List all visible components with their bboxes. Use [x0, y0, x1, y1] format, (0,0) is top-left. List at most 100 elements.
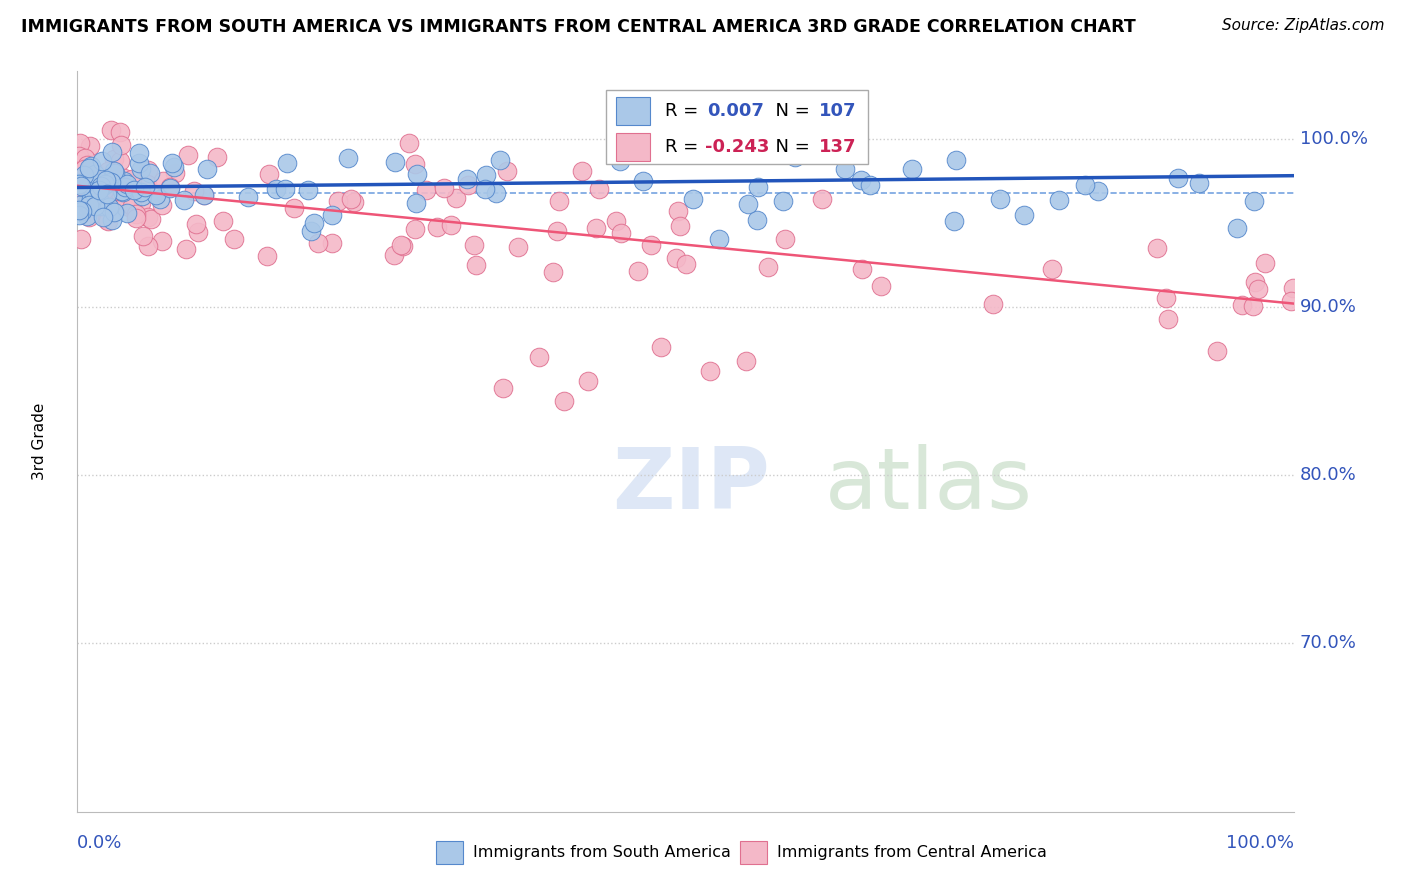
Point	[747, 212, 769, 227]
Point	[398, 136, 420, 150]
Point	[675, 257, 697, 271]
Point	[101, 204, 124, 219]
Point	[1146, 241, 1168, 255]
Point	[121, 199, 143, 213]
Point	[87, 183, 110, 197]
Point	[103, 152, 125, 166]
Point	[124, 186, 146, 201]
Point	[1047, 193, 1070, 207]
Point	[307, 235, 329, 250]
Point	[257, 167, 280, 181]
Point	[148, 192, 170, 206]
Point	[89, 179, 111, 194]
Point	[177, 147, 200, 161]
Text: 70.0%: 70.0%	[1299, 634, 1357, 652]
Text: Immigrants from Central America: Immigrants from Central America	[776, 845, 1046, 860]
Bar	[616, 133, 650, 161]
Point	[571, 164, 593, 178]
Point	[163, 160, 186, 174]
Point	[83, 182, 105, 196]
Point	[707, 232, 730, 246]
Point	[981, 296, 1004, 310]
Point	[72, 186, 94, 200]
Point	[67, 202, 90, 217]
Point	[94, 173, 117, 187]
Point	[605, 214, 627, 228]
Point	[76, 196, 98, 211]
Point	[433, 181, 456, 195]
Point	[165, 166, 187, 180]
Point	[668, 219, 690, 233]
Point	[187, 226, 209, 240]
Point	[772, 194, 794, 208]
Text: 137: 137	[820, 138, 856, 156]
Point	[108, 184, 131, 198]
Point	[67, 176, 90, 190]
Point	[415, 183, 437, 197]
Text: Source: ZipAtlas.com: Source: ZipAtlas.com	[1222, 18, 1385, 33]
Text: 107: 107	[820, 103, 856, 120]
Point	[100, 175, 122, 189]
Text: 0.0%: 0.0%	[77, 834, 122, 852]
Point	[405, 196, 427, 211]
Point	[1188, 176, 1211, 190]
Point	[125, 207, 148, 221]
Point	[869, 279, 891, 293]
Point	[576, 374, 599, 388]
Point	[80, 178, 103, 192]
Point	[83, 199, 105, 213]
Point	[110, 125, 132, 139]
Point	[321, 208, 343, 222]
Point	[82, 185, 104, 199]
Point	[783, 150, 806, 164]
Point	[942, 214, 965, 228]
Point	[456, 172, 478, 186]
Point	[73, 200, 96, 214]
Point	[79, 171, 101, 186]
Point	[1040, 262, 1063, 277]
Point	[101, 164, 124, 178]
Point	[93, 173, 115, 187]
Point	[811, 193, 834, 207]
Point	[773, 232, 796, 246]
Text: 90.0%: 90.0%	[1299, 298, 1357, 316]
Point	[83, 179, 105, 194]
Text: 0.007: 0.007	[707, 103, 765, 120]
Point	[110, 137, 132, 152]
Point	[1279, 294, 1302, 309]
Point	[699, 364, 721, 378]
Point	[96, 187, 118, 202]
Point	[495, 164, 517, 178]
Point	[80, 192, 103, 206]
Point	[1167, 171, 1189, 186]
Point	[91, 199, 114, 213]
Point	[70, 179, 93, 194]
Point	[67, 149, 90, 163]
Point	[136, 162, 159, 177]
Point	[1254, 256, 1277, 270]
Point	[79, 139, 101, 153]
Point	[69, 175, 91, 189]
Point	[150, 198, 173, 212]
Point	[134, 179, 156, 194]
Point	[1073, 178, 1095, 193]
Point	[849, 173, 872, 187]
Point	[67, 174, 90, 188]
Point	[70, 203, 93, 218]
Point	[67, 163, 90, 178]
Point	[73, 185, 96, 199]
Point	[457, 178, 479, 192]
Text: Immigrants from South America: Immigrants from South America	[472, 845, 731, 860]
Point	[193, 188, 215, 202]
Point	[1244, 275, 1267, 289]
Point	[91, 210, 114, 224]
Point	[129, 161, 152, 176]
Point	[96, 175, 118, 189]
Point	[222, 232, 245, 246]
Point	[70, 232, 93, 246]
Point	[84, 178, 107, 193]
Point	[128, 156, 150, 170]
Point	[297, 183, 319, 197]
Point	[100, 123, 122, 137]
Point	[152, 174, 174, 188]
